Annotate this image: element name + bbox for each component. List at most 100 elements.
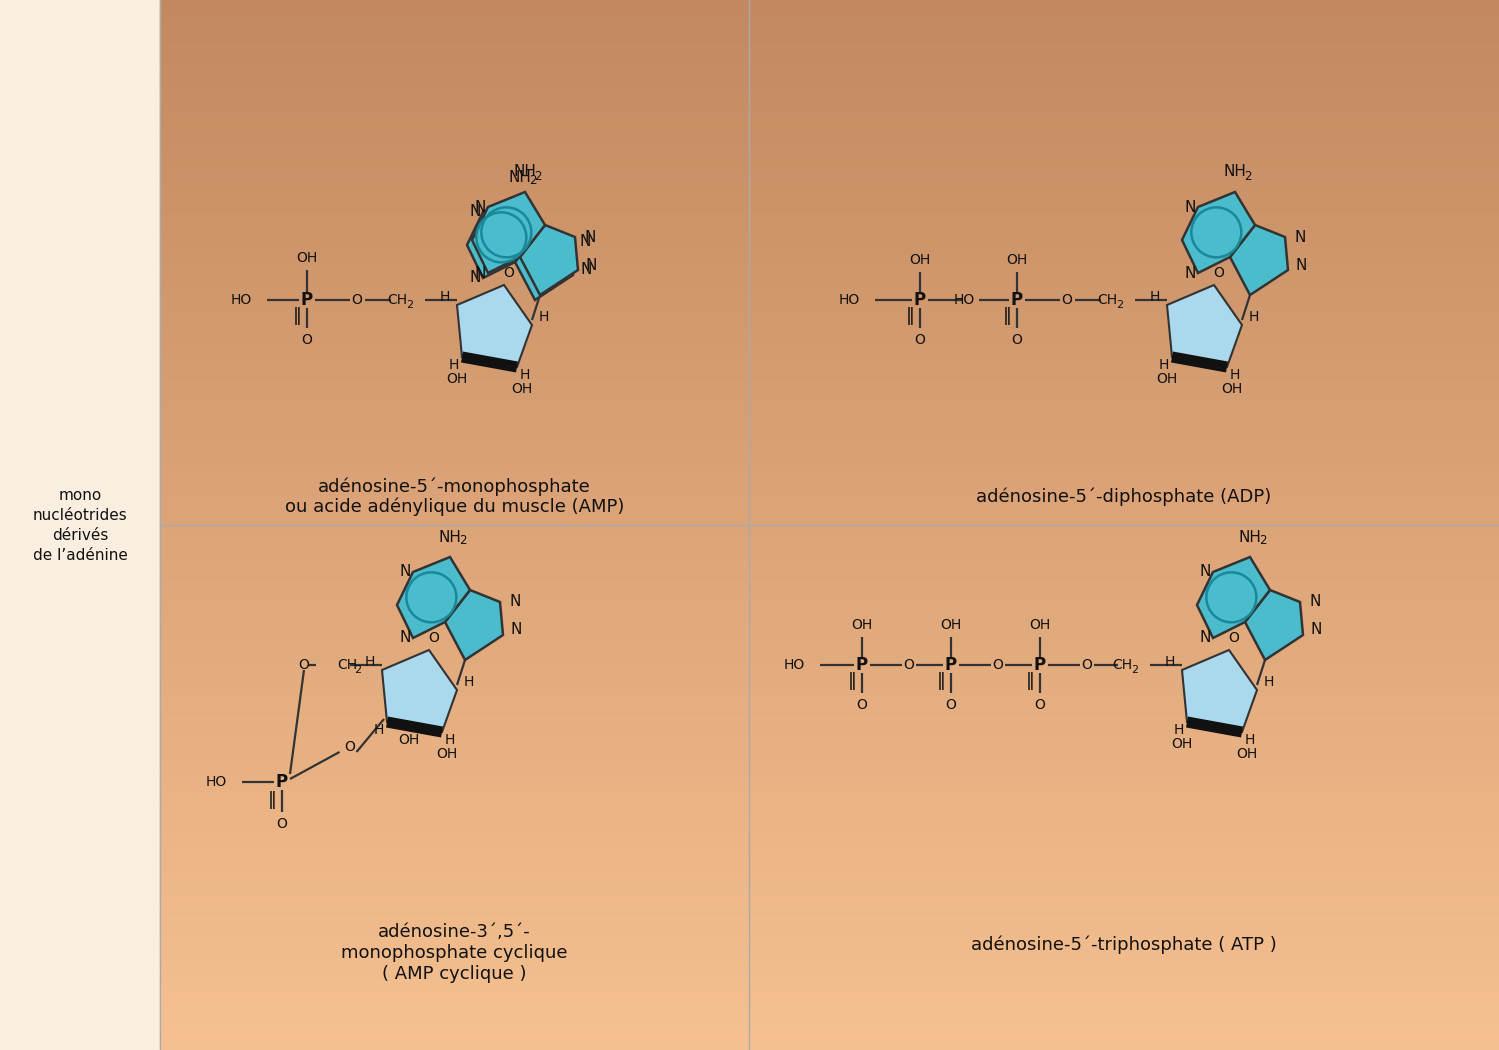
Polygon shape [445, 590, 504, 660]
Text: O: O [1061, 293, 1072, 307]
Bar [160, 177, 1499, 189]
Bar [160, 167, 1499, 178]
Bar [160, 471, 1499, 483]
Bar [160, 839, 1499, 850]
Text: OH: OH [1030, 618, 1051, 632]
Bar [160, 608, 1499, 619]
Text: OH: OH [940, 618, 962, 632]
Bar [160, 366, 1499, 378]
Bar [160, 272, 1499, 284]
Text: N: N [582, 262, 592, 277]
Bar [160, 587, 1499, 598]
Bar [160, 41, 1499, 53]
Bar [160, 650, 1499, 662]
Bar [160, 1007, 1499, 1018]
Text: H: H [1229, 368, 1240, 382]
Bar [160, 513, 1499, 525]
Polygon shape [1246, 590, 1303, 660]
Text: OH: OH [910, 253, 931, 267]
Bar [160, 324, 1499, 336]
Bar [160, 377, 1499, 388]
Text: mono: mono [58, 487, 102, 503]
Text: N: N [511, 623, 522, 637]
Bar [160, 723, 1499, 735]
Bar [160, 20, 1499, 32]
Bar [160, 555, 1499, 567]
Bar [160, 576, 1499, 588]
Text: O: O [1214, 266, 1225, 280]
Bar [160, 797, 1499, 808]
Text: N: N [585, 230, 597, 245]
Bar [160, 114, 1499, 126]
Bar [160, 440, 1499, 452]
Text: 2: 2 [1132, 665, 1139, 675]
Bar [160, 870, 1499, 882]
Text: monophosphate cyclique: monophosphate cyclique [342, 944, 568, 962]
Text: HO: HO [231, 293, 252, 307]
Polygon shape [457, 285, 532, 368]
Bar [160, 849, 1499, 861]
Bar [160, 503, 1499, 514]
Bar [160, 618, 1499, 630]
Bar [160, 30, 1499, 42]
Text: HO: HO [839, 293, 860, 307]
Polygon shape [1198, 556, 1270, 638]
Text: NH: NH [1223, 165, 1247, 180]
Text: N: N [1312, 623, 1322, 637]
Bar [160, 1038, 1499, 1050]
Text: NH: NH [439, 529, 462, 545]
Text: OH: OH [1006, 253, 1028, 267]
Text: O: O [352, 293, 363, 307]
Text: H: H [1159, 358, 1169, 372]
Polygon shape [520, 225, 579, 295]
Bar [160, 1017, 1499, 1029]
Bar [160, 398, 1499, 410]
Text: HO: HO [784, 658, 805, 672]
Text: P: P [914, 291, 926, 309]
Text: O: O [914, 333, 925, 347]
Bar [160, 828, 1499, 840]
Bar [160, 1028, 1499, 1040]
Bar [160, 944, 1499, 956]
Text: OH: OH [851, 618, 872, 632]
Text: NH: NH [514, 165, 537, 180]
Bar [160, 734, 1499, 745]
Bar [160, 419, 1499, 430]
Text: N: N [399, 630, 411, 646]
Bar [160, 219, 1499, 231]
Text: N: N [1295, 230, 1306, 245]
Text: adénosine-5´-monophosphate: adénosine-5´-monophosphate [318, 478, 591, 497]
Text: O: O [1229, 631, 1240, 645]
Text: O: O [856, 698, 868, 712]
Text: H: H [439, 290, 450, 304]
Bar [160, 524, 1499, 536]
Text: OH: OH [297, 251, 318, 265]
Text: ‖: ‖ [267, 791, 276, 808]
Text: H: H [1244, 733, 1255, 747]
Text: H: H [1174, 723, 1184, 737]
Text: N: N [1184, 266, 1196, 280]
Text: adénosine-5´-diphosphate (ADP): adénosine-5´-diphosphate (ADP) [976, 488, 1271, 506]
Text: O: O [345, 740, 355, 754]
Bar [160, 912, 1499, 924]
Text: OH: OH [1237, 747, 1258, 761]
Bar [160, 534, 1499, 546]
Text: HO: HO [205, 775, 226, 789]
Text: N: N [1184, 200, 1196, 214]
Bar [160, 986, 1499, 997]
Text: CH: CH [387, 293, 408, 307]
Polygon shape [1183, 192, 1255, 273]
Text: 2: 2 [1117, 300, 1124, 310]
Text: N: N [1297, 257, 1307, 273]
Text: ‖: ‖ [1003, 307, 1012, 326]
Text: O: O [904, 658, 914, 672]
Bar [160, 198, 1499, 210]
Bar [160, 83, 1499, 94]
Bar [160, 492, 1499, 504]
Text: 2: 2 [1259, 534, 1267, 547]
Text: P: P [856, 656, 868, 674]
Polygon shape [397, 556, 471, 638]
Text: adénosine-5´-triphosphate ( ATP ): adénosine-5´-triphosphate ( ATP ) [971, 936, 1277, 954]
Text: NH: NH [1238, 529, 1262, 545]
Text: ‖: ‖ [905, 307, 914, 326]
